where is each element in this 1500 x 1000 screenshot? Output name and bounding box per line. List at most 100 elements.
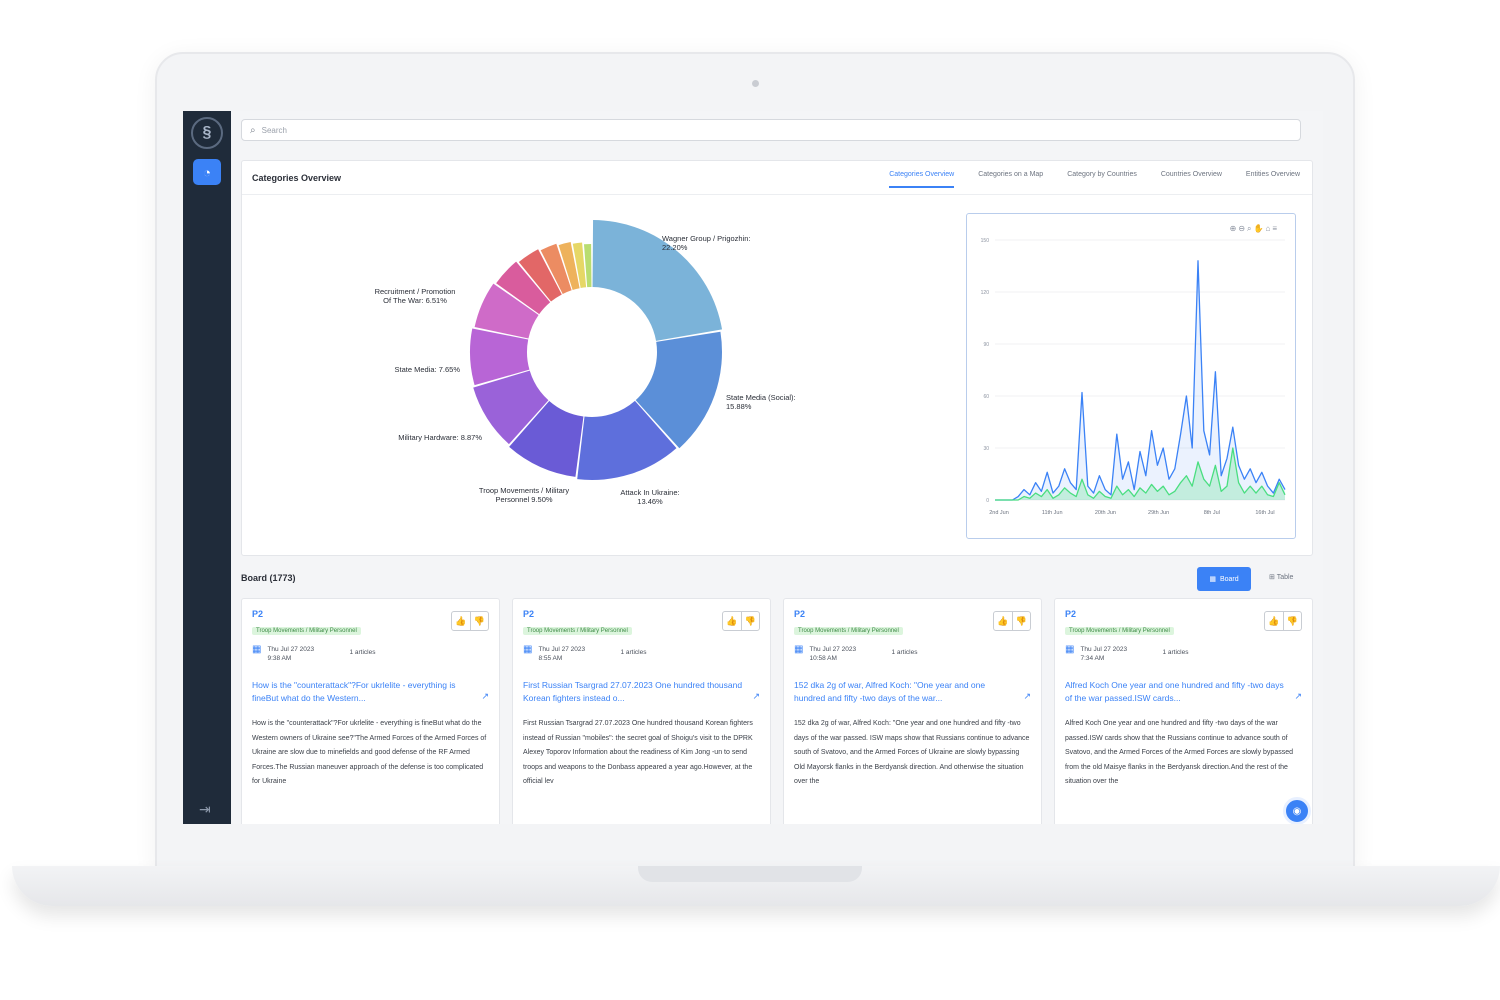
slice-label-military-hardware: Military Hardware: 8.87%	[398, 433, 482, 442]
card-date-day: Thu Jul 27 2023	[267, 646, 315, 653]
board-card[interactable]: P2 Troop Movements / Military Personnel …	[1054, 598, 1313, 824]
x-tick-label: 2nd Jun	[989, 510, 1009, 516]
card-body: Alfred Koch One year and one hundred and…	[1065, 720, 1293, 785]
tab-categories-on-map[interactable]: Categories on a Map	[978, 171, 1044, 178]
series-line	[995, 447, 1286, 501]
x-tick-label: 20th Jun	[1095, 510, 1116, 516]
slice-label-attack-in-ukraine: Attack In Ukraine: 13.46%	[620, 488, 680, 506]
donut-slice[interactable]	[496, 261, 551, 315]
x-tick-label: 16th Jul	[1255, 510, 1274, 516]
slice-label-state-media-social: State Media (Social): 15.88%	[726, 393, 796, 411]
line-chart-svg: 0 30 60 90 120 150 2nd Jun 11th Jun 20th Jun 29th…	[981, 238, 1286, 516]
external-link-icon[interactable]: ↗	[1294, 691, 1302, 701]
search-placeholder: Search	[261, 125, 287, 135]
card-headline[interactable]: First Russian Tsargrad 27.07.2023 One hu…	[523, 680, 743, 703]
thumbs-up-icon[interactable]: 👍	[726, 615, 738, 626]
donut-slice[interactable]	[473, 370, 549, 445]
table-view-label: Table	[1276, 574, 1294, 581]
article-count: 1 articles	[620, 649, 647, 656]
article-count: 1 articles	[1162, 649, 1189, 656]
card-date-time: 9:38 AM	[267, 655, 292, 662]
card-date: Thu Jul 27 2023 8:55 AM	[538, 645, 620, 663]
donut-slice[interactable]	[474, 283, 539, 339]
category-tag: Troop Movements / Military Personnel	[523, 627, 632, 635]
thumbs-down-icon[interactable]: 👎	[741, 612, 759, 630]
calendar-icon: ▦	[252, 644, 262, 655]
thumbs-down-icon[interactable]: 👎	[470, 612, 488, 630]
chat-icon[interactable]: ◉	[1283, 797, 1311, 824]
card-body: 152 dka 2g of war, Alfred Koch: "One yea…	[794, 720, 1030, 785]
thumbs-down-icon[interactable]: 👎	[1283, 612, 1301, 630]
category-tag: Troop Movements / Military Personnel	[1065, 627, 1174, 635]
card-meta: ▦ Thu Jul 27 2023 9:38 AM 1 articles	[252, 645, 489, 663]
donut-slice[interactable]	[509, 400, 584, 477]
vote-buttons: 👍 👎	[451, 611, 489, 631]
priority-badge: P2	[252, 609, 264, 619]
y-tick-label: 90	[983, 342, 989, 348]
donut-chart	[470, 220, 723, 480]
vote-buttons: 👍 👎	[993, 611, 1031, 631]
external-link-icon[interactable]: ↗	[1023, 691, 1031, 701]
slice-label-recruitment: Recruitment / Promotion Of The War: 6.51…	[374, 287, 456, 305]
donut-slice[interactable]	[572, 242, 587, 288]
donut-slice[interactable]	[592, 220, 723, 341]
board-cards: P2 Troop Movements / Military Personnel …	[241, 598, 1315, 824]
dashboard-nav-icon[interactable]: ◔	[193, 159, 221, 185]
y-tick-label: 150	[981, 238, 990, 244]
card-headline[interactable]: How is the "counterattack"?For ukrlelite…	[252, 680, 456, 703]
donut-slice[interactable]	[558, 242, 580, 290]
donut-slice[interactable]	[583, 244, 592, 288]
logout-icon[interactable]: ⇥	[199, 801, 211, 817]
donut-slice[interactable]	[635, 331, 723, 449]
table-view-button[interactable]: ⊞ Table	[1269, 573, 1293, 581]
donut-slice[interactable]	[518, 249, 562, 302]
slice-label-wagner: Wagner Group / Prigozhin: 22.20%	[662, 234, 751, 252]
card-headline[interactable]: 152 dka 2g of war, Alfred Koch: "One yea…	[794, 680, 986, 703]
board-view-label: Board	[1219, 575, 1239, 583]
camera-dot	[752, 80, 759, 87]
card-headline[interactable]: Alfred Koch One year and one hundred and…	[1065, 680, 1284, 703]
series-area	[995, 448, 1285, 500]
laptop-notch	[638, 866, 862, 882]
donut-slice[interactable]	[540, 243, 572, 294]
external-link-icon[interactable]: ↗	[481, 691, 489, 701]
search-input[interactable]: ⌕ Search	[241, 119, 1301, 141]
board-card[interactable]: P2 Troop Movements / Military Personnel …	[512, 598, 771, 824]
donut-slice[interactable]	[470, 328, 530, 386]
board-card[interactable]: P2 Troop Movements / Military Personnel …	[783, 598, 1042, 824]
vote-buttons: 👍 👎	[1264, 611, 1302, 631]
overview-tabs: Categories Overview Categories on a Map …	[889, 171, 1300, 188]
tab-entities-overview[interactable]: Entities Overview	[1245, 171, 1300, 178]
priority-badge: P2	[794, 609, 806, 619]
divider	[242, 194, 1312, 195]
chart-toolbar-icons[interactable]: ⊕⊖⌕✋⌂≡	[1229, 224, 1279, 233]
priority-badge: P2	[1065, 609, 1077, 619]
card-date: Thu Jul 27 2023 10:58 AM	[809, 645, 891, 663]
calendar-icon: ▦	[523, 644, 533, 655]
thumbs-down-icon[interactable]: 👎	[1012, 612, 1030, 630]
y-tick-label: 0	[986, 498, 989, 504]
search-icon: ⌕	[250, 124, 256, 136]
card-date-day: Thu Jul 27 2023	[809, 646, 857, 653]
tab-categories-overview[interactable]: Categories Overview	[889, 171, 955, 188]
board-view-button[interactable]: ▦ Board	[1197, 567, 1251, 591]
board-title: Board (1773)	[241, 573, 296, 583]
card-date-day: Thu Jul 27 2023	[1080, 646, 1128, 653]
card-body: First Russian Tsargrad 27.07.2023 One hu…	[523, 720, 753, 785]
category-tag: Troop Movements / Military Personnel	[794, 627, 903, 635]
slice-label-troop-movements: Troop Movements / Military Personnel 9.5…	[478, 486, 570, 504]
board-card[interactable]: P2 Troop Movements / Military Personnel …	[241, 598, 500, 824]
donut-slice[interactable]	[577, 400, 677, 480]
calendar-icon: ▦	[794, 644, 804, 655]
thumbs-up-icon[interactable]: 👍	[997, 615, 1009, 626]
tab-category-by-countries[interactable]: Category by Countries	[1067, 171, 1137, 178]
app-logo[interactable]: §	[191, 117, 223, 149]
thumbs-up-icon[interactable]: 👍	[455, 615, 467, 626]
thumbs-up-icon[interactable]: 👍	[1268, 615, 1280, 626]
vote-buttons: 👍 👎	[722, 611, 760, 631]
x-tick-label: 29th Jun	[1148, 510, 1169, 516]
y-tick-label: 30	[983, 446, 989, 452]
priority-badge: P2	[523, 609, 535, 619]
tab-countries-overview[interactable]: Countries Overview	[1160, 171, 1222, 178]
external-link-icon[interactable]: ↗	[752, 691, 760, 701]
